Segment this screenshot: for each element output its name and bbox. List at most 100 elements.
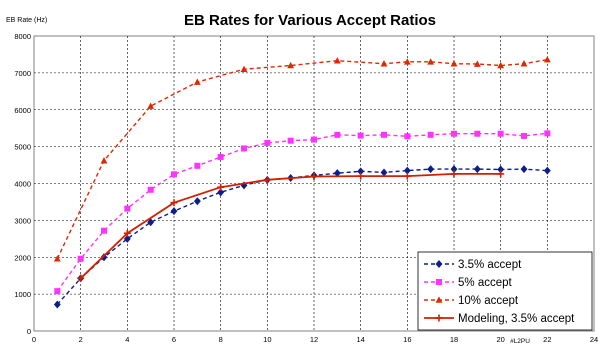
data-point [193, 197, 201, 206]
x-tick-label: 12 [310, 335, 318, 344]
legend-marker [435, 314, 443, 322]
x-tick-label: 8 [219, 335, 223, 344]
data-point [473, 165, 481, 174]
data-point [310, 172, 318, 180]
x-axis-unit-label: #L2PU [510, 338, 530, 345]
data-point [543, 166, 551, 175]
x-tick-label: 0 [32, 335, 36, 344]
data-point [147, 218, 155, 227]
data-point [217, 183, 225, 191]
y-tick-label: 0 [27, 327, 31, 336]
x-tick-label: 22 [543, 335, 551, 344]
y-tick-label: 3000 [14, 216, 31, 225]
data-point [241, 145, 247, 152]
data-point [403, 166, 411, 175]
y-tick-label: 7000 [14, 69, 31, 78]
x-tick-label: 14 [356, 335, 364, 344]
data-point [171, 171, 177, 178]
data-point [474, 130, 481, 137]
data-point [287, 61, 295, 69]
data-point [263, 176, 271, 184]
legend-entry: 10% accept [424, 295, 519, 307]
legend-label: 5% accept [458, 277, 513, 289]
legend-entry: 5% accept [424, 277, 513, 289]
data-point [450, 170, 458, 178]
legend-box [417, 251, 593, 331]
data-point [194, 162, 201, 169]
data-point [451, 130, 457, 137]
data-point [403, 172, 411, 180]
data-point [381, 131, 387, 138]
data-point [77, 274, 85, 282]
legend-label: 3.5% accept [458, 259, 522, 271]
data-point [217, 153, 224, 160]
x-tick-label: 24 [590, 335, 598, 344]
data-point [450, 60, 458, 67]
data-point [544, 130, 551, 137]
data-point [473, 60, 481, 67]
data-point [334, 131, 341, 138]
series-line [80, 172, 501, 279]
data-point [170, 207, 178, 216]
legend-entry: Modeling, 3.5% accept [424, 313, 575, 325]
data-point [53, 300, 61, 309]
data-point [357, 167, 365, 176]
legend: 3.5% accept 5% accept 10% accept Modeling, … [417, 251, 593, 331]
data-point [123, 229, 131, 237]
data-point [333, 169, 341, 178]
data-point [54, 288, 61, 295]
data-point [124, 205, 131, 212]
series-2 [53, 56, 551, 262]
data-point [357, 172, 365, 180]
data-point [123, 234, 131, 243]
data-point [521, 132, 527, 139]
legend-entry: 3.5% accept [424, 259, 522, 271]
series-3 [77, 170, 505, 282]
data-point [497, 61, 505, 69]
x-tick-label: 20 [496, 335, 504, 344]
x-tick-label: 4 [125, 335, 129, 344]
x-tick-label: 10 [263, 335, 271, 344]
data-point [357, 132, 364, 139]
data-point [520, 60, 528, 67]
data-point [520, 165, 528, 174]
y-tick-label: 2000 [14, 253, 31, 262]
data-point [287, 137, 294, 144]
data-point [53, 255, 61, 262]
series-line [56, 132, 548, 292]
y-tick-label: 6000 [14, 106, 31, 115]
data-point [427, 58, 435, 65]
x-tick-label: 18 [450, 335, 458, 344]
data-point [427, 165, 435, 174]
legend-marker [435, 296, 443, 303]
data-point [427, 131, 434, 138]
data-point [404, 133, 411, 140]
data-point [147, 102, 155, 109]
legend-label: Modeling, 3.5% accept [458, 313, 575, 325]
x-tick-label: 6 [172, 335, 176, 344]
data-point [333, 57, 341, 64]
data-point [193, 78, 201, 85]
data-point [543, 56, 551, 63]
data-point [380, 168, 388, 177]
data-point [217, 188, 225, 197]
data-point [101, 227, 107, 234]
y-tick-label: 1000 [14, 290, 31, 299]
data-point [497, 170, 505, 178]
data-point [100, 157, 108, 164]
chart-title: EB Rates for Various Accept Ratios [184, 12, 436, 29]
legend-label: 10% accept [458, 295, 519, 307]
data-point [311, 136, 317, 143]
data-point [497, 165, 505, 174]
data-point [450, 165, 458, 174]
data-point [147, 186, 154, 193]
data-point [264, 139, 271, 146]
data-point [403, 58, 411, 65]
y-tick-label: 5000 [14, 143, 31, 152]
x-tick-label: 2 [79, 335, 83, 344]
data-point [170, 199, 178, 207]
y-tick-label: 4000 [14, 180, 31, 189]
legend-marker [436, 279, 442, 285]
data-point [497, 130, 504, 137]
